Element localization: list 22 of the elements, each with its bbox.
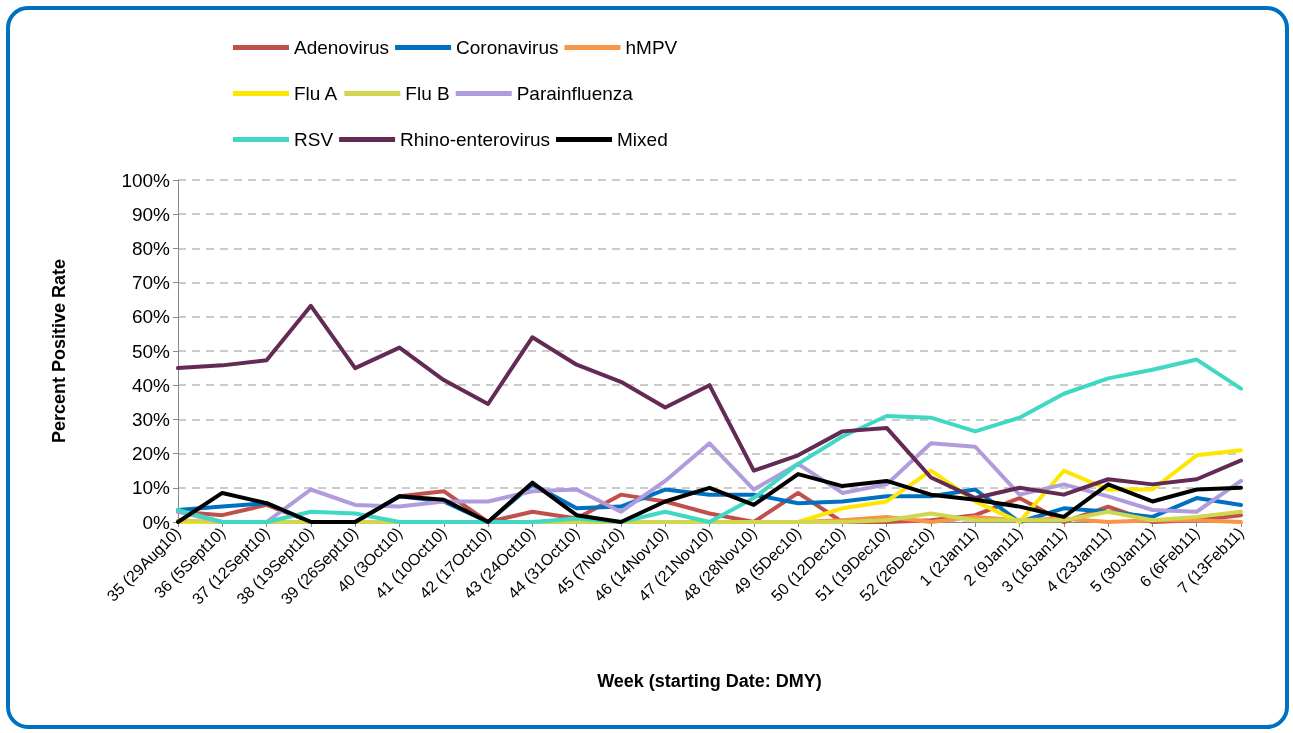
y-axis-title: Percent Positive Rate <box>49 258 69 444</box>
y-tick-label: 30% <box>131 408 171 430</box>
legend-label: Parainfluenza <box>516 83 634 104</box>
legend-label: Rhino-enterovirus <box>400 129 551 150</box>
legend-label: Mixed <box>617 129 668 150</box>
legend-label: Flu B <box>405 83 450 104</box>
line-series <box>176 303 1243 501</box>
legend-label: hMPV <box>625 37 678 58</box>
y-tick-label: 100% <box>121 169 171 191</box>
y-tick-label: 40% <box>131 374 171 396</box>
y-tick-label: 20% <box>131 443 171 465</box>
legend-label: RSV <box>294 129 334 150</box>
legend-label: Flu A <box>294 83 338 104</box>
y-tick-label: 90% <box>131 203 171 225</box>
legend-label: Coronavirus <box>456 37 559 58</box>
x-axis-title: Week (starting Date: DMY) <box>597 671 822 691</box>
legend-label: Adenovirus <box>294 37 390 58</box>
y-tick-label: 70% <box>131 272 171 294</box>
y-tick-label: 10% <box>131 477 171 499</box>
y-tick-label: 50% <box>131 340 171 362</box>
y-tick-label: 60% <box>131 306 171 328</box>
y-tick-label: 80% <box>131 237 171 259</box>
